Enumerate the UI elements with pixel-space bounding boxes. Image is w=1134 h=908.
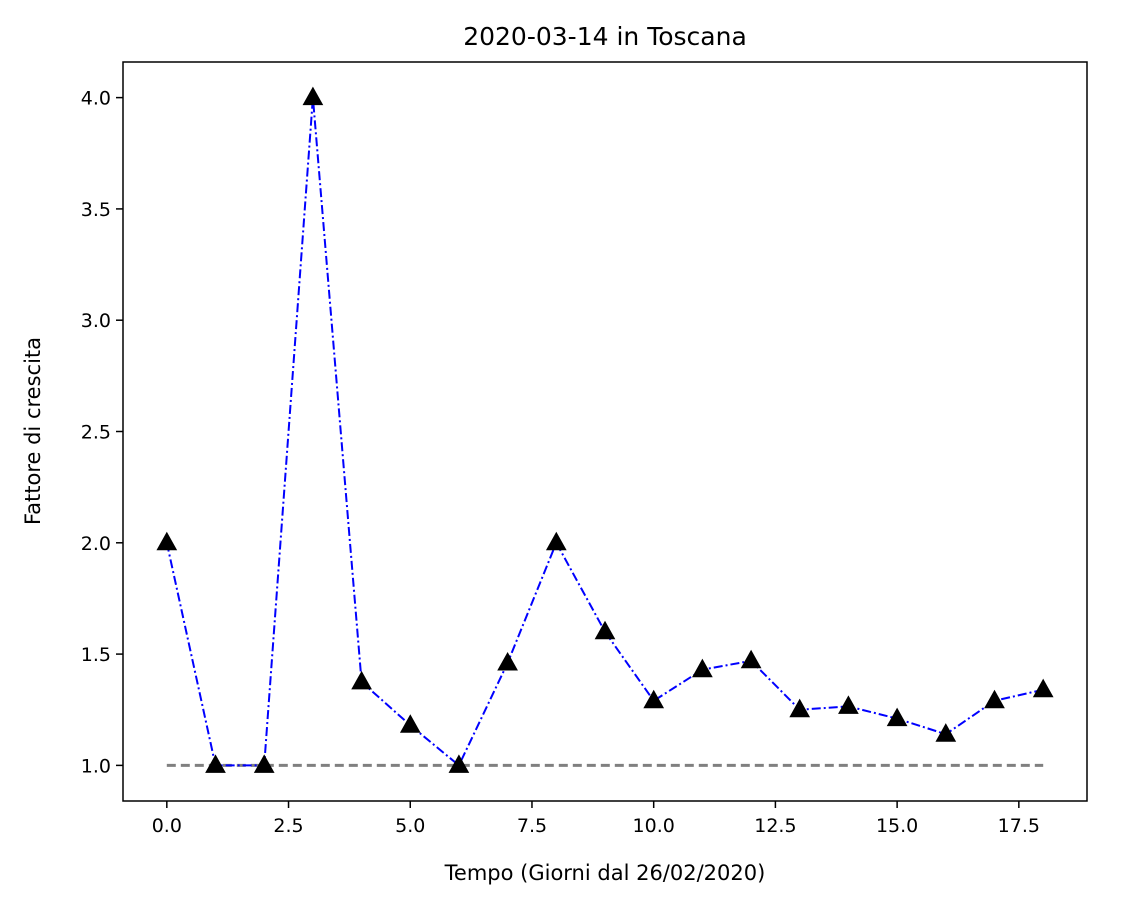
data-point-triangle <box>886 707 908 727</box>
y-tick-label: 1.5 <box>81 644 111 666</box>
data-point-triangle <box>351 670 372 690</box>
x-axis-title: Tempo (Giorni dal 26/02/2020) <box>444 861 766 885</box>
x-tick-label: 5.0 <box>395 815 425 837</box>
data-point-triangle <box>497 651 518 671</box>
y-tick-label: 3.0 <box>81 310 111 332</box>
y-tick-label: 1.0 <box>81 755 111 777</box>
x-axis: 0.0 2.5 5.0 7.5 10.0 12.5 15.0 17.5 <box>152 801 1040 837</box>
y-tick-label: 2.0 <box>81 533 111 555</box>
data-point-triangle <box>302 86 324 106</box>
data-point-triangle <box>935 723 957 742</box>
data-point-triangle <box>205 754 226 773</box>
x-tick-label: 12.5 <box>754 815 796 837</box>
data-point-triangle <box>984 689 1005 709</box>
data-point-triangle <box>545 531 567 551</box>
data-point-triangle <box>1032 678 1054 698</box>
data-point-triangle <box>448 754 470 773</box>
x-tick-label: 7.5 <box>517 815 547 837</box>
x-tick-label: 0.0 <box>152 815 182 837</box>
x-tick-label: 17.5 <box>998 815 1040 837</box>
y-tick-label: 2.5 <box>81 422 111 444</box>
data-point-triangle <box>253 754 275 773</box>
plot-area <box>123 62 1087 801</box>
data-point-triangle <box>789 698 811 718</box>
y-axis: 1.0 1.5 2.0 2.5 3.0 3.5 4.0 <box>81 88 123 777</box>
y-axis-title: Fattore di crescita <box>21 337 45 525</box>
y-tick-label: 4.0 <box>81 88 111 110</box>
y-tick-label: 3.5 <box>81 199 111 221</box>
data-point-triangle <box>643 689 665 709</box>
data-point-triangle <box>692 658 713 678</box>
data-point-triangle <box>838 695 859 714</box>
x-tick-label: 10.0 <box>633 815 675 837</box>
data-point-triangle <box>594 620 616 640</box>
data-point-triangle <box>740 649 762 669</box>
plot-marks <box>156 86 1054 773</box>
data-point-triangle <box>399 714 421 733</box>
x-tick-label: 15.0 <box>876 815 918 837</box>
x-tick-label: 2.5 <box>273 815 303 837</box>
data-point-triangle <box>156 531 178 551</box>
chart-title: 2020-03-14 in Toscana <box>463 22 747 51</box>
